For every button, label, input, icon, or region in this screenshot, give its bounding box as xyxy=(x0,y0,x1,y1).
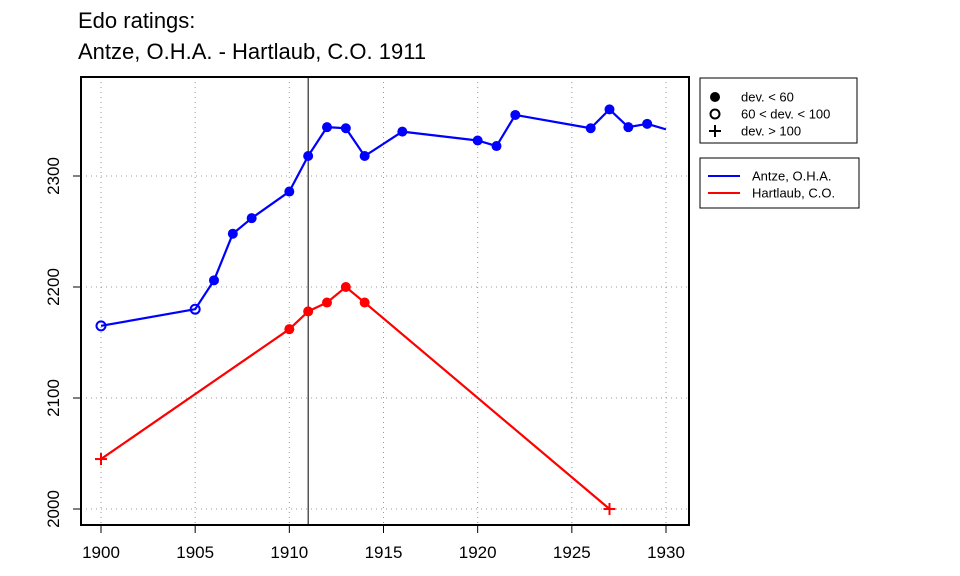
data-point xyxy=(322,297,332,308)
data-point xyxy=(95,320,107,332)
y-tick-label: 2300 xyxy=(44,157,63,195)
x-tick-label: 1910 xyxy=(270,543,308,562)
legend-series-label: Antze, O.H.A. xyxy=(752,169,831,184)
x-tick-label: 1925 xyxy=(553,543,591,562)
data-point xyxy=(472,135,483,146)
x-tick-label: 1915 xyxy=(365,543,403,562)
legend-series-label: Hartlaub, C.O. xyxy=(752,186,835,201)
legend-marker-plus xyxy=(709,125,721,137)
data-point xyxy=(359,151,370,162)
data-point xyxy=(603,503,616,515)
legend-marker-label: dev. < 60 xyxy=(741,90,794,105)
legend-deviation: dev. < 60 60 < dev. < 100 dev. > 100 xyxy=(699,77,858,144)
data-point xyxy=(322,122,332,133)
x-tick-label: 1920 xyxy=(459,543,497,562)
data-point xyxy=(246,213,257,224)
y-axis: 2000 2100 2200 2300 xyxy=(44,157,81,528)
data-point xyxy=(623,122,634,133)
data-point xyxy=(303,306,314,317)
data-point xyxy=(340,123,351,134)
series-0 xyxy=(95,104,667,332)
data-point xyxy=(227,228,238,239)
chart-title-line-2: Antze, O.H.A. - Hartlaub, C.O. 1911 xyxy=(78,39,427,64)
chart-title-line-1: Edo ratings: xyxy=(78,8,196,33)
y-tick-label: 2100 xyxy=(44,379,63,417)
series-1 xyxy=(95,282,616,515)
legend-marker-label: 60 < dev. < 100 xyxy=(741,107,830,122)
legend-marker-filled xyxy=(710,92,720,102)
y-tick-label: 2200 xyxy=(44,268,63,306)
legend-marker-open xyxy=(709,108,721,120)
legend-players: Antze, O.H.A. Hartlaub, C.O. xyxy=(699,157,860,209)
series-line xyxy=(100,285,611,510)
data-point xyxy=(604,104,615,115)
data-point xyxy=(284,186,295,197)
series-layer xyxy=(95,104,667,515)
x-tick-label: 1930 xyxy=(647,543,685,562)
data-point xyxy=(510,109,521,120)
data-point xyxy=(642,118,653,129)
y-tick-label: 2000 xyxy=(44,490,63,528)
data-point xyxy=(359,297,370,308)
data-point xyxy=(189,303,201,315)
plot-frame xyxy=(80,76,690,526)
grid-lines xyxy=(81,77,689,525)
data-point xyxy=(340,282,351,292)
x-axis: 1900 1905 1910 1915 1920 1925 1930 xyxy=(82,525,685,562)
data-point xyxy=(209,275,219,286)
data-point xyxy=(585,123,596,134)
legend-deviation-box xyxy=(699,77,858,144)
data-point xyxy=(95,453,107,466)
data-point xyxy=(491,141,502,152)
data-point xyxy=(397,126,408,137)
legend-players-box xyxy=(699,157,860,209)
x-tick-label: 1905 xyxy=(176,543,214,562)
data-point xyxy=(284,324,295,335)
data-point xyxy=(303,151,314,162)
legend-marker-label: dev. > 100 xyxy=(741,124,801,139)
x-tick-label: 1900 xyxy=(82,543,120,562)
